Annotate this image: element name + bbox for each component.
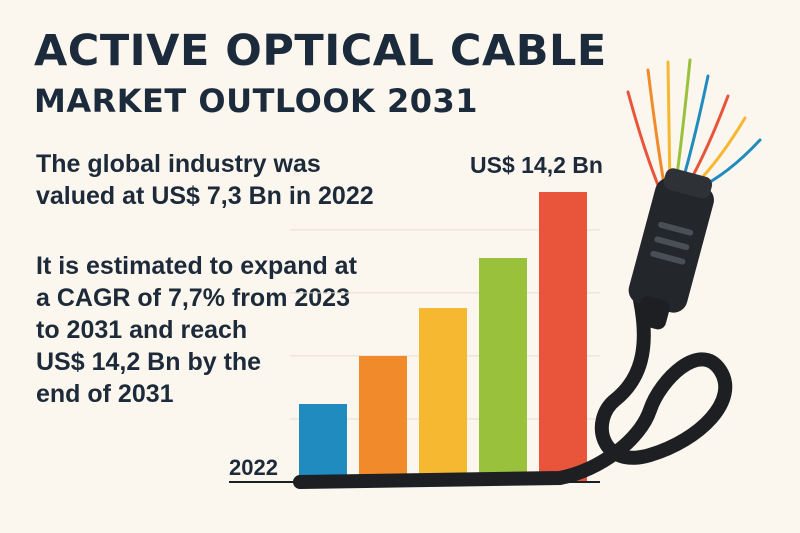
forecast-line: to 2031 and reach bbox=[36, 316, 248, 344]
fiber-strand bbox=[626, 90, 662, 192]
summary-paragraph: The global industry was valued at US$ 7,… bbox=[36, 148, 374, 212]
bar bbox=[419, 308, 467, 482]
bar bbox=[299, 404, 347, 482]
optical-cable-connector-icon bbox=[293, 58, 762, 489]
first-year-label: 2022 bbox=[229, 455, 278, 480]
chart-bars bbox=[229, 192, 600, 483]
bar bbox=[479, 258, 527, 482]
bar bbox=[359, 356, 407, 482]
summary-line: valued at US$ 7,3 Bn in 2022 bbox=[36, 182, 374, 210]
forecast-line: a CAGR of 7,7% from 2023 bbox=[36, 284, 350, 312]
forecast-line: US$ 14,2 Bn by the bbox=[36, 348, 262, 376]
forecast-paragraph: It is estimated to expand at a CAGR of 7… bbox=[36, 250, 357, 410]
summary-line: The global industry was bbox=[36, 150, 321, 178]
headline-line1: ACTIVE OPTICAL CABLE bbox=[34, 26, 607, 76]
final-value-label: US$ 14,2 Bn bbox=[470, 152, 603, 178]
forecast-line: end of 2031 bbox=[36, 380, 174, 408]
bar bbox=[539, 192, 587, 482]
forecast-line: It is estimated to expand at bbox=[36, 252, 357, 280]
cable-body bbox=[293, 293, 733, 489]
headline-line2: MARKET OUTLOOK 2031 bbox=[34, 82, 479, 120]
fiber-strand bbox=[646, 68, 667, 192]
fiber-strands bbox=[626, 58, 762, 192]
